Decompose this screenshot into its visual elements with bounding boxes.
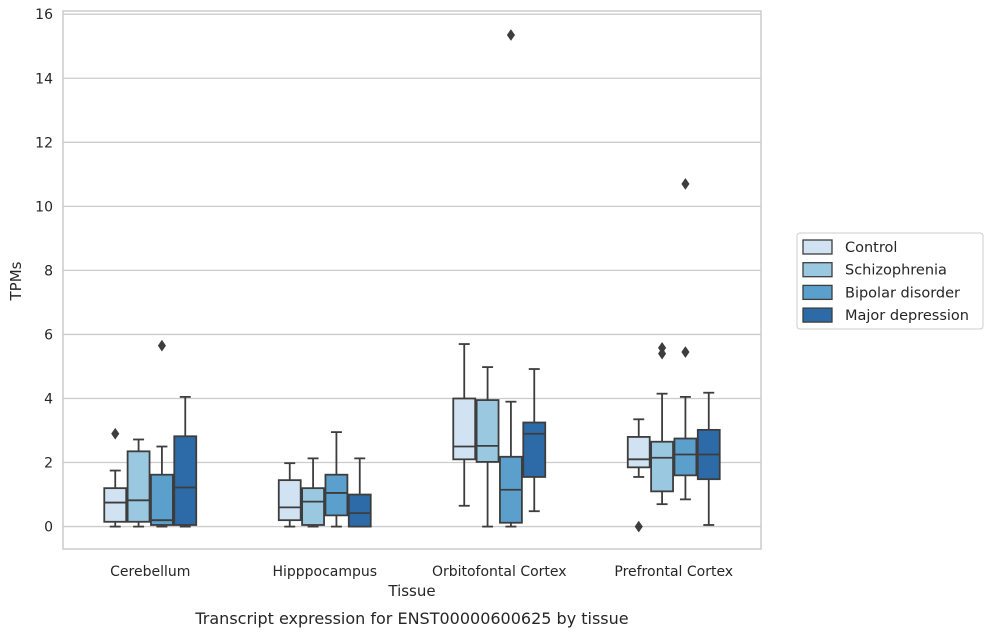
box-body xyxy=(150,473,174,526)
y-tick-labels: 0 2 4 6 8 10 12 14 16 xyxy=(35,7,53,535)
box-group xyxy=(475,366,500,528)
x-tick-labels: Cerebellum Hipppocampus Orbitofontal Corte… xyxy=(110,564,733,580)
box-body xyxy=(173,435,198,526)
box-body xyxy=(522,421,547,478)
y-tick-label: 2 xyxy=(44,456,53,472)
box-group xyxy=(103,427,128,528)
box-body xyxy=(452,397,477,461)
box-group xyxy=(650,341,674,506)
x-axis-label: Tissue xyxy=(387,582,435,600)
legend-label: Control xyxy=(845,240,897,256)
box-body xyxy=(324,473,349,517)
y-tick-label: 16 xyxy=(35,7,53,23)
box-body xyxy=(347,493,372,528)
outlier-point xyxy=(681,177,690,190)
y-tick-label: 6 xyxy=(44,327,53,343)
box-group xyxy=(126,438,151,528)
box-group xyxy=(301,457,325,528)
box-body xyxy=(650,440,674,493)
box-body xyxy=(301,487,325,526)
legend-swatch xyxy=(802,284,833,301)
box-group xyxy=(173,395,198,528)
x-tick-label: Hipppocampus xyxy=(272,564,377,580)
legend-swatch xyxy=(802,307,833,323)
boxes-layer xyxy=(103,29,721,533)
x-tick-label: Orbitofontal Cortex xyxy=(432,564,567,580)
box-group xyxy=(347,457,372,528)
box-group xyxy=(150,339,174,528)
legend-label: Schizophrenia xyxy=(845,263,947,279)
y-tick-label: 0 xyxy=(44,520,53,536)
chart-caption: Transcript expression for ENST0000060062… xyxy=(194,609,628,628)
legend-label: Major depression xyxy=(845,308,969,324)
x-tick-label: Cerebellum xyxy=(110,564,190,580)
y-tick-label: 10 xyxy=(35,199,53,215)
box-body xyxy=(277,479,302,522)
outlier-point xyxy=(506,29,516,41)
box-group xyxy=(324,431,349,528)
y-tick-label: 4 xyxy=(44,391,53,407)
legend-frame xyxy=(796,232,984,330)
legend: Control Schizophrenia Bipolar disorder Majo… xyxy=(796,232,984,330)
plot-frame xyxy=(62,10,762,550)
box-group xyxy=(499,29,523,528)
y-tick-label: 8 xyxy=(44,263,53,279)
outlier-point xyxy=(157,339,167,352)
box-group xyxy=(696,391,721,526)
legend-label: Bipolar disorder xyxy=(845,285,960,301)
legend-swatch xyxy=(802,262,833,278)
y-axis-label: TPMs xyxy=(7,261,25,301)
box-body xyxy=(103,487,128,523)
legend-swatch xyxy=(802,239,833,255)
outlier-point xyxy=(111,427,120,440)
box-group xyxy=(277,462,302,528)
box-body xyxy=(673,437,698,477)
box-body xyxy=(626,436,651,469)
box-group xyxy=(522,368,547,513)
box-group xyxy=(626,418,651,533)
box-group xyxy=(452,343,477,507)
y-tick-label: 14 xyxy=(35,71,53,87)
box-body xyxy=(475,399,500,463)
box-group xyxy=(673,177,698,501)
outlier-point xyxy=(657,341,667,354)
outlier-point xyxy=(634,520,643,533)
x-tick-label: Prefrontal Cortex xyxy=(614,564,733,580)
y-tick-label: 12 xyxy=(35,135,53,151)
box-body xyxy=(126,450,151,523)
outlier-point xyxy=(681,346,690,358)
